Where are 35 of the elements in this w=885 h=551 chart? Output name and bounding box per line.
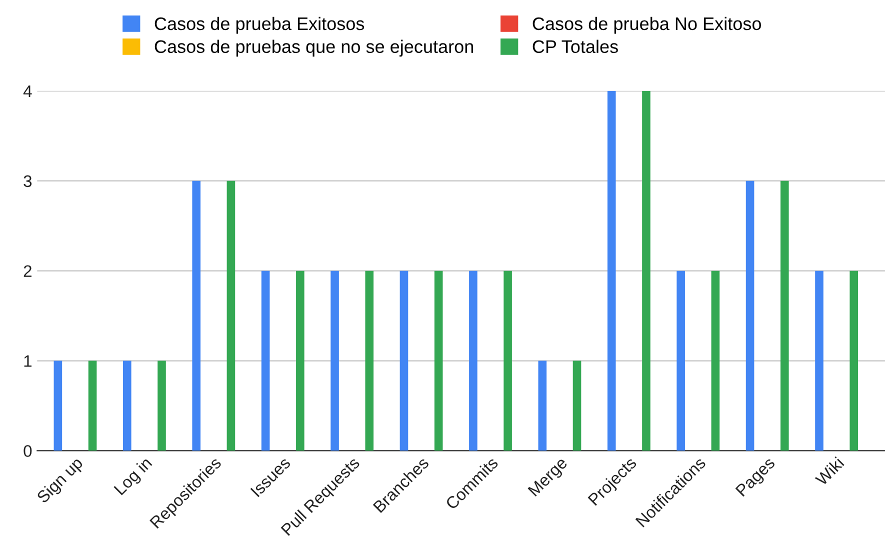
bar bbox=[815, 270, 824, 451]
bar bbox=[676, 270, 685, 451]
bar bbox=[434, 270, 443, 451]
bar bbox=[469, 270, 478, 451]
legend-label: CP Totales bbox=[532, 40, 618, 54]
bar bbox=[158, 360, 166, 451]
bar bbox=[296, 270, 304, 451]
bar bbox=[504, 270, 512, 451]
x-tick-label: Sign up bbox=[36, 456, 86, 506]
bar bbox=[122, 360, 132, 451]
y-tick-label: 4 bbox=[23, 85, 32, 97]
y-tick-label: 1 bbox=[24, 355, 32, 367]
legend-label: Casos de prueba No Exitoso bbox=[532, 16, 761, 34]
bar bbox=[330, 270, 339, 451]
bar bbox=[780, 180, 789, 451]
bar bbox=[54, 360, 62, 451]
bar bbox=[261, 270, 270, 451]
bar bbox=[642, 90, 650, 451]
bar bbox=[226, 180, 236, 451]
bar bbox=[607, 90, 616, 451]
bar bbox=[88, 360, 97, 451]
bar bbox=[711, 270, 720, 451]
bar bbox=[400, 270, 408, 451]
bar bbox=[850, 270, 858, 451]
bar bbox=[572, 360, 582, 451]
bar bbox=[746, 180, 754, 451]
y-tick-label: 2 bbox=[24, 265, 32, 277]
legend-label: Casos de pruebas que no se ejecutaron bbox=[154, 40, 473, 57]
bar bbox=[192, 180, 201, 451]
y-tick-label: 3 bbox=[24, 175, 32, 188]
x-tick-label: Wiki bbox=[814, 456, 844, 486]
y-tick-label: 0 bbox=[24, 445, 32, 457]
bar bbox=[365, 270, 374, 451]
bar bbox=[538, 360, 547, 451]
legend-label: Casos de prueba Exitosos bbox=[154, 16, 364, 34]
